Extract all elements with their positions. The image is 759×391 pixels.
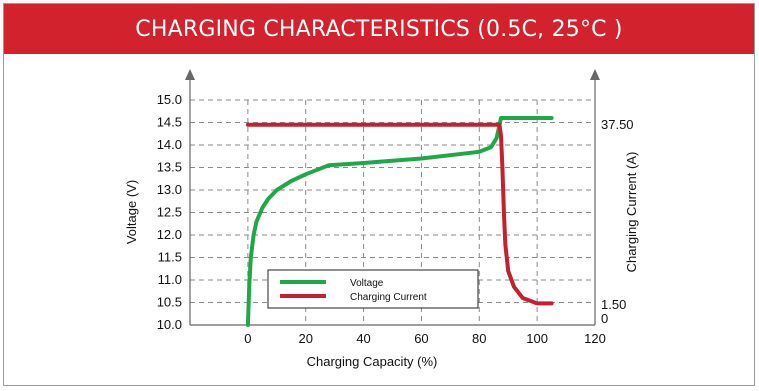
series-line-charging-current: [245, 122, 554, 306]
legend-box: [267, 269, 479, 309]
y-axis-arrow: [185, 69, 195, 80]
series-line-voltage: [245, 116, 554, 327]
y-tick-label: 10.5: [157, 295, 182, 310]
y-tick-label: 10.0: [157, 317, 182, 332]
x-tick-label: 80: [472, 331, 486, 346]
y-tick-label: 14.0: [157, 137, 182, 152]
x-tick-label: 120: [584, 331, 606, 346]
y2-axis-title: Charging Current (A): [624, 152, 639, 273]
x-tick-label: 60: [414, 331, 428, 346]
y-axis-title: Voltage (V): [124, 180, 139, 244]
y2-tick-label: 0: [601, 311, 608, 326]
y2-axis-arrow: [590, 69, 600, 80]
x-tick-label: 20: [298, 331, 312, 346]
chart-card: CHARGING CHARACTERISTICS (0.5C, 25°C ): [3, 3, 755, 386]
legend-label: Charging Current: [350, 292, 427, 303]
x-tick-label: 100: [526, 331, 548, 346]
y2-tick-label: 37.50: [601, 117, 634, 132]
y-tick-label: 13.0: [157, 182, 182, 197]
y-tick-label: 11.0: [158, 272, 182, 287]
y-tick-label: 11.5: [158, 250, 182, 265]
y-tick-label: 12.5: [157, 205, 182, 220]
y2-tick-label: 1.50: [601, 297, 626, 312]
y-tick-label: 12.0: [157, 227, 182, 242]
legend-label: Voltage: [350, 278, 384, 289]
x-axis-title: Charging Capacity (%): [307, 354, 438, 369]
y-tick-label: 15.0: [157, 92, 182, 107]
x-tick-label: 0: [244, 331, 251, 346]
x-tick-label: 40: [356, 331, 370, 346]
chart-title: CHARGING CHARACTERISTICS (0.5C, 25°C ): [4, 4, 754, 54]
y-tick-label: 13.5: [157, 160, 182, 175]
y-tick-label: 14.5: [157, 115, 182, 130]
